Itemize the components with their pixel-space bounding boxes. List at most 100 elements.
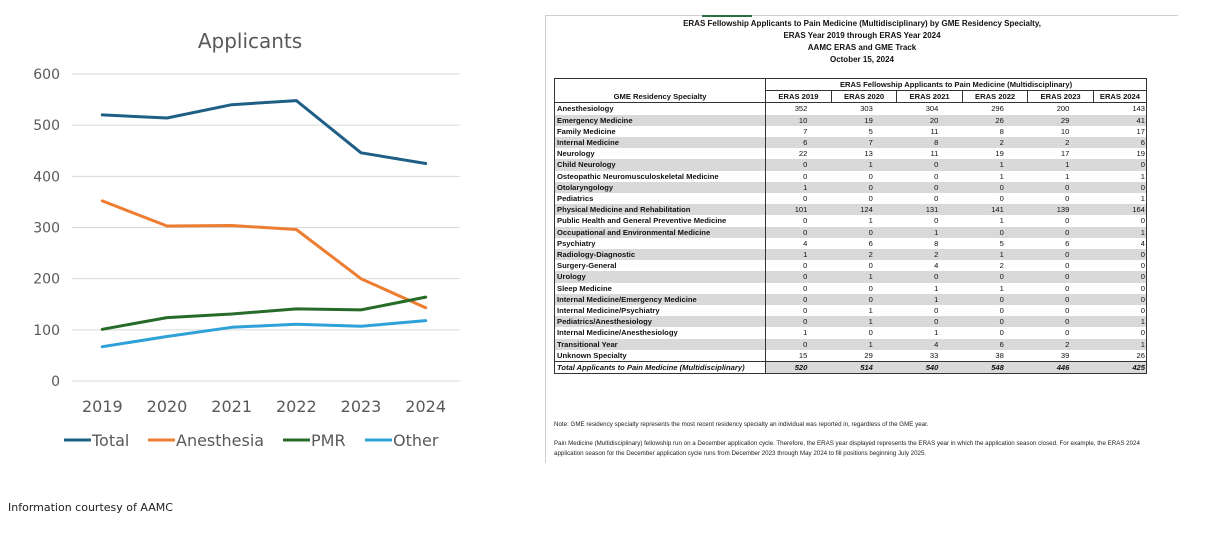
value-cell: 20 (896, 114, 963, 126)
y-tick-label: 100 (33, 323, 60, 339)
specialty-cell: Pediatrics/Anesthesiology (554, 316, 767, 328)
y-tick-label: 300 (33, 221, 60, 237)
specialty-cell: Neurology (554, 148, 767, 160)
value-cell: 0 (765, 159, 832, 171)
series-line-total (100, 99, 428, 165)
specialty-cell: Unknown Specialty (554, 349, 767, 362)
value-cell: 1 (1065, 171, 1070, 181)
header-accent-line (702, 15, 752, 17)
table-row: Pediatrics 0 0 0 0 0 1 (554, 193, 1147, 205)
x-axis-tick-labels: 2019 2020 2021 2022 2023 2024 (82, 397, 446, 416)
table-row: Public Health and General Preventive Med… (554, 215, 1147, 227)
value-cell: 0 (868, 283, 873, 293)
specialty-cell: Transitional Year (554, 338, 767, 350)
value-cell: 296 (991, 104, 1004, 114)
specialty-cell: Child Neurology (554, 159, 767, 171)
value-cell: 26 (1136, 350, 1145, 360)
value-cell: 143 (1132, 104, 1145, 114)
value-cell: 1 (868, 306, 873, 316)
value-cell: 0 (765, 338, 832, 350)
value-cell: 352 (794, 104, 808, 114)
value-cell: 0 (962, 181, 1028, 194)
gridlines (72, 73, 460, 382)
table-row: Pediatrics/Anesthesiology 0 1 0 0 0 1 (554, 316, 1147, 328)
value-cell: 0 (1140, 306, 1145, 316)
table-row: Unknown Specialty 15 29 33 38 39 26 (554, 349, 1147, 362)
table-row: Internal Medicine/Emergency Medicine 0 0 1 0… (554, 293, 1147, 306)
specialty-cell: Anesthesiology (554, 102, 767, 115)
value-cell: 6 (1065, 238, 1070, 248)
value-cell: 1 (1140, 171, 1145, 181)
specialty-cell: Family Medicine (554, 125, 767, 138)
value-cell: 1 (934, 283, 939, 293)
value-cell: 1 (1093, 226, 1147, 238)
specialty-cell: Emergency Medicine (554, 114, 767, 126)
value-cell: 1 (831, 159, 897, 171)
value-cell: 6 (1093, 137, 1147, 149)
value-cell: 0 (999, 328, 1004, 338)
x-tick-label: 2023 (341, 397, 382, 416)
value-cell: 0 (803, 194, 808, 204)
value-cell: 0 (934, 306, 939, 316)
table-row: Surgery-General 0 0 4 2 0 0 (554, 260, 1147, 272)
specialty-cell: Physical Medicine and Rehabilitation (554, 204, 767, 216)
value-cell: 7 (831, 137, 897, 149)
specialty-cell: Pediatrics (554, 193, 767, 205)
table-body: Anesthesiology 352 303 304 296 200 143 Emergenc… (554, 102, 1147, 374)
document-date: October 15, 2024 (829, 55, 895, 64)
specialty-cell: Psychiatry (554, 237, 767, 250)
value-cell: 0 (1140, 216, 1145, 226)
value-cell: 1 (896, 226, 963, 238)
value-cell: 1 (962, 159, 1028, 171)
specialty-cell: Internal Medicine/Emergency Medicine (554, 293, 767, 306)
value-cell: 0 (1140, 283, 1145, 293)
value-cell: 0 (1065, 283, 1070, 293)
total-row: Total Applicants to Pain Medicine (Multi… (554, 361, 1147, 374)
value-cell: 0 (1027, 293, 1094, 306)
value-cell: 1 (1093, 316, 1147, 328)
value-cell: 6 (765, 137, 832, 149)
value-cell: 1 (1027, 159, 1094, 171)
value-cell: 0 (1065, 216, 1070, 226)
value-cell: 0 (1065, 261, 1070, 271)
value-cell: 5 (868, 126, 873, 136)
value-cell: 0 (896, 271, 963, 283)
value-cell: 10 (1060, 126, 1070, 136)
value-cell: 0 (896, 316, 963, 328)
chart-legend: Total Anesthesia PMR Other (64, 431, 439, 450)
table-row: Family Medicine 7 5 11 8 10 17 (554, 125, 1147, 138)
value-cell: 0 (999, 306, 1004, 316)
specialty-cell: Radiology-Diagnostic (554, 249, 767, 261)
value-cell: 0 (962, 316, 1028, 328)
value-cell: 1 (999, 283, 1004, 293)
value-cell: 0 (934, 171, 939, 181)
value-cell: 0 (962, 271, 1028, 283)
value-cell: 0 (1140, 328, 1145, 338)
value-cell: 0 (1093, 249, 1147, 261)
value-cell: 540 (896, 361, 963, 374)
table-row: Urology 0 1 0 0 0 0 (554, 271, 1147, 283)
value-cell: 0 (803, 306, 808, 316)
value-cell: 4 (934, 261, 939, 271)
series-line-pmr (100, 295, 428, 331)
value-cell: 2 (999, 261, 1004, 271)
table-row: Occupational and Environmental Medicine 0… (554, 226, 1147, 238)
document-subtitle: ERAS Year 2019 through ERAS Year 2024 (783, 31, 941, 40)
value-cell: 0 (803, 261, 808, 271)
value-cell: 514 (831, 361, 897, 374)
value-cell: 0 (831, 181, 897, 194)
value-cell: 10 (765, 114, 832, 126)
specialty-cell: Osteopathic Neuromusculoskeletal Medicin… (554, 170, 767, 182)
value-cell: 6 (868, 238, 873, 248)
applicants-table: GME Residency Specialty ERAS Fellowship … (553, 77, 1148, 375)
value-cell: 17 (1060, 149, 1070, 159)
value-cell: 19 (1136, 149, 1145, 159)
year-header-row: ERAS 2019 ERAS 2020 ERAS 2021 ERAS 2022 ERAS… (555, 90, 1148, 104)
chart-title: Applicants (198, 29, 302, 53)
document-source: AAMC ERAS and GME Track (807, 43, 917, 52)
value-cell: 0 (1093, 293, 1147, 306)
value-cell: 2 (1027, 137, 1094, 149)
table-row: Internal Medicine 6 7 8 2 2 6 (554, 137, 1147, 149)
value-cell: 1 (1140, 194, 1145, 204)
